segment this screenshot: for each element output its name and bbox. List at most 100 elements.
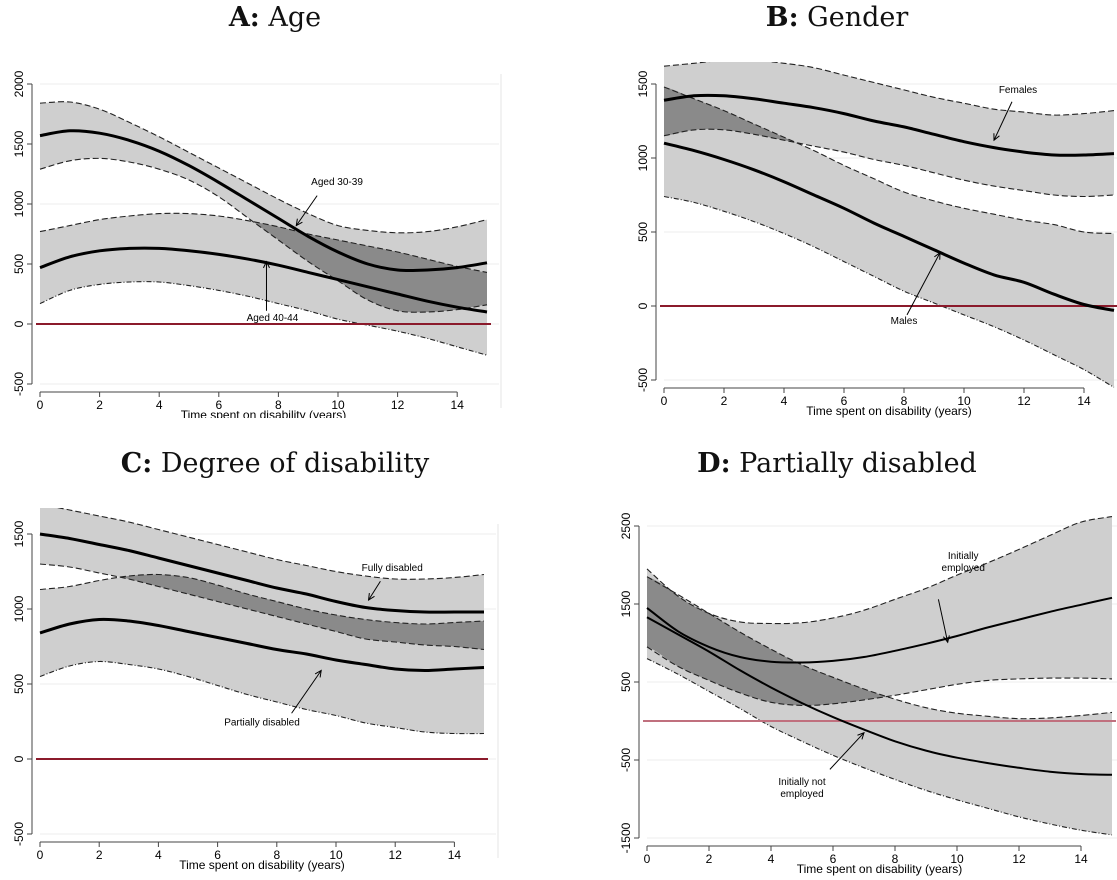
- x-tick-label: 8: [273, 848, 280, 862]
- annotation-label: Fully disabled: [362, 563, 423, 574]
- panel-a-title: A: Age: [5, 2, 545, 33]
- x-tick-label: 2: [706, 852, 713, 866]
- y-tick-label: -500: [12, 372, 26, 396]
- x-tick-label: 2: [96, 848, 103, 862]
- annotation-arrowhead: [993, 133, 1000, 142]
- x-tick-label: 12: [1017, 394, 1031, 408]
- y-tick-label: -500: [636, 368, 650, 392]
- annotation-label: Males: [891, 316, 918, 327]
- x-tick-label: 14: [1077, 394, 1091, 408]
- annotation-arrowhead: [367, 592, 375, 601]
- annotation-arrow: [937, 599, 949, 643]
- y-tick-label: 500: [636, 222, 650, 242]
- ci-upper-bound: [39, 212, 488, 273]
- x-tick-label: 8: [901, 394, 908, 408]
- y-tick-label: 1500: [636, 70, 650, 97]
- annotation-label: Females: [999, 85, 1037, 96]
- annotation-label: Initially: [948, 551, 979, 562]
- ci-overlap: [119, 574, 485, 650]
- ci-upper-bound: [56, 508, 485, 580]
- ci-upper-bound: [663, 62, 1115, 116]
- ci-lower-bound: [39, 563, 485, 651]
- panel-a-letter: A:: [228, 2, 260, 33]
- ci-upper-bound: [646, 576, 1113, 720]
- annotation-label: Partially disabled: [224, 717, 300, 728]
- ci-lower-bound: [663, 195, 1115, 388]
- annotation-arrowhead: [262, 260, 270, 269]
- series-line: [663, 141, 1115, 312]
- chart-partially-disabled: -1500 -500 500 1500 2500 0 2 4 6 8 10 12 14 Time spen…: [619, 512, 1117, 876]
- y-tick-label: -1500: [619, 822, 633, 853]
- ci-band: [664, 62, 1114, 197]
- series-line: [39, 246, 488, 314]
- annotation-arrow: [993, 101, 1013, 141]
- series-line: [646, 596, 1113, 664]
- annotation-arrow: [906, 252, 941, 316]
- ci-upper-bound: [39, 573, 485, 625]
- x-tick-label: 4: [768, 852, 775, 866]
- annotation-arrowhead: [934, 251, 941, 260]
- series-line: [39, 129, 488, 273]
- x-tick-label: 0: [661, 394, 668, 408]
- x-tick-label: 6: [841, 394, 848, 408]
- panel-b-letter: B:: [765, 2, 799, 33]
- x-axis-label: Time spent on disability (years): [179, 858, 345, 872]
- annotation-label: Aged 40-44: [247, 313, 299, 324]
- y-tick-label: 1000: [636, 144, 650, 171]
- series-line: [663, 93, 1115, 157]
- x-tick-label: 2: [96, 398, 103, 412]
- y-tick-label: 1000: [12, 190, 26, 217]
- annotation-label-line2: employed: [942, 563, 985, 574]
- annotation-arrowhead: [857, 731, 865, 740]
- x-tick-label: 12: [1012, 852, 1026, 866]
- y-tick-label: 1000: [12, 595, 26, 622]
- panel-d-name: Partially disabled: [739, 448, 977, 479]
- y-tick-label: 1500: [619, 590, 633, 617]
- y-tick-label: 0: [636, 302, 650, 309]
- series-line: [39, 532, 484, 614]
- y-tick-label: 500: [12, 254, 26, 274]
- x-tick-label: 6: [215, 398, 222, 412]
- annotation-arrowhead: [314, 669, 322, 678]
- y-tick-label: 1500: [12, 130, 26, 157]
- ci-overlap: [254, 221, 487, 313]
- chart-gender: -500 0 500 1000 1500 0 2 4 6 8 10 12 14 Time spent on…: [636, 62, 1117, 418]
- chart-degree-of-disability: -500 0 500 1000 1500 0 2 4 6 8 10 12 14 Time spent on…: [12, 508, 499, 872]
- x-tick-label: 10: [329, 848, 343, 862]
- x-tick-label: 8: [275, 398, 282, 412]
- y-tick-label: -500: [12, 822, 26, 846]
- x-axis-label: Time spent on disability (years): [181, 408, 347, 418]
- annotation-arrow: [295, 195, 318, 226]
- annotation-label: Aged 30-39: [311, 177, 363, 188]
- x-tick-label: 14: [1074, 852, 1088, 866]
- y-tick-label: 2000: [12, 70, 26, 97]
- annotation-label: Initially not: [778, 777, 825, 788]
- ci-lower-bound: [663, 128, 1115, 198]
- y-tick-label: 500: [619, 672, 633, 692]
- panel-b-title: B: Gender: [567, 2, 1107, 33]
- x-axis-label: Time spent on disability (years): [797, 862, 963, 876]
- x-tick-label: 6: [214, 848, 221, 862]
- x-tick-label: 8: [892, 852, 899, 866]
- x-tick-label: 12: [389, 848, 403, 862]
- y-tick-label: 2500: [619, 512, 633, 539]
- x-tick-label: 0: [37, 848, 44, 862]
- annotation-label-line2: employed: [780, 789, 823, 800]
- series-line: [646, 616, 1113, 776]
- x-tick-label: 14: [451, 398, 465, 412]
- y-tick-label: 0: [12, 755, 26, 762]
- ci-overlap: [647, 576, 886, 706]
- ci-band: [664, 87, 1114, 388]
- annotation-arrow: [368, 580, 381, 601]
- panel-d-letter: D:: [697, 448, 731, 479]
- x-tick-label: 10: [957, 394, 971, 408]
- ci-lower-bound: [39, 157, 488, 313]
- panel-c-name: Degree of disability: [160, 448, 430, 479]
- ci-lower-bound: [646, 646, 1113, 707]
- series-line: [39, 617, 485, 672]
- ci-band: [40, 574, 484, 734]
- y-tick-label: 1500: [12, 520, 26, 547]
- panel-c-letter: C:: [120, 448, 153, 479]
- ci-lower-bound: [646, 658, 1113, 836]
- panel-a-name: Age: [268, 2, 322, 33]
